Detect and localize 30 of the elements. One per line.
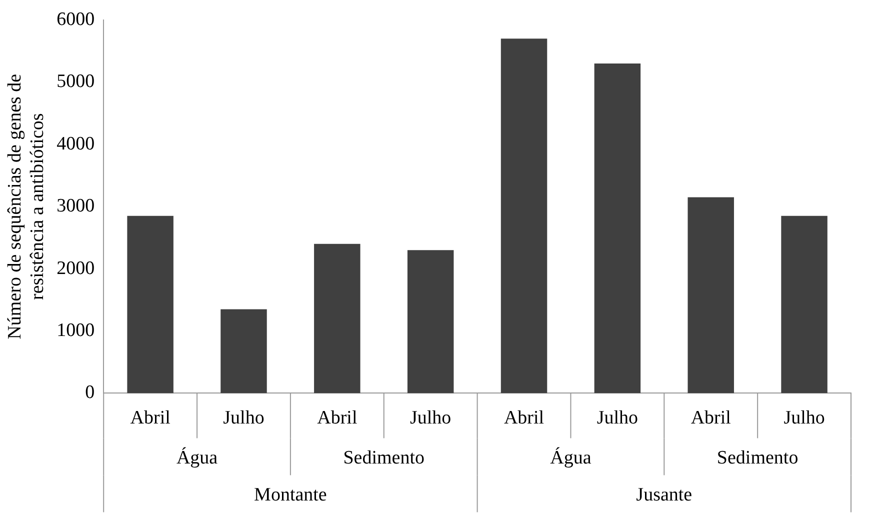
- x-tick-label: Abril: [130, 408, 170, 429]
- y-tick-label: 6000: [56, 8, 95, 30]
- text: Água: [176, 446, 218, 469]
- x-tick-label: Julho: [410, 408, 452, 429]
- bar: [127, 216, 174, 394]
- x-tick-label: Abril: [690, 408, 731, 429]
- x-tick-label: Julho: [596, 408, 638, 429]
- y-axis-title: Número de sequências de genes de resistência a antibióticos: [4, 74, 48, 340]
- bar: [688, 197, 734, 394]
- y-tick-label: 3000: [56, 196, 95, 217]
- bar: [500, 38, 548, 394]
- y-tick-label: 4000: [56, 133, 95, 154]
- text: Jusante: [636, 484, 692, 506]
- bar: [314, 244, 360, 394]
- text: Sedimento: [343, 448, 425, 469]
- bar: [220, 309, 267, 394]
- y-tick-label: 1000: [56, 320, 95, 341]
- text: Montante: [254, 484, 327, 506]
- y-tick-label: 2000: [56, 258, 95, 279]
- x-tick-label: Julho: [784, 408, 825, 429]
- y-tick-label: 0: [85, 382, 95, 404]
- x-tick-label: Julho: [223, 408, 264, 429]
- x-tick-label: Abril: [504, 408, 544, 429]
- bar: [781, 216, 828, 394]
- text: Sedimento: [716, 448, 798, 469]
- y-tick-label: 5000: [56, 71, 95, 92]
- text: Água: [550, 446, 592, 469]
- x-tick-label: Abril: [317, 408, 358, 429]
- bar: [407, 250, 454, 394]
- bar: [594, 64, 641, 394]
